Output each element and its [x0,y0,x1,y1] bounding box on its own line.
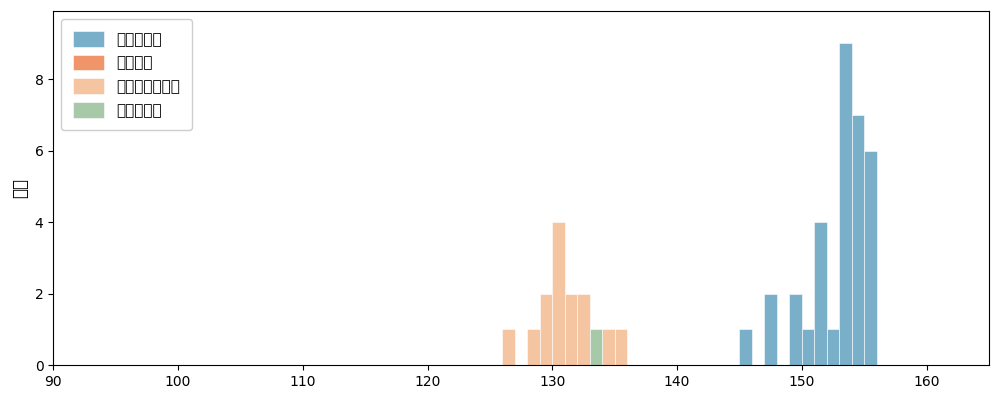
Bar [764,294,777,365]
Bar [789,294,802,365]
Legend: ストレート, フォーク, チェンジアップ, スライダー: ストレート, フォーク, チェンジアップ, スライダー [61,19,192,130]
Bar [527,330,540,365]
Bar [552,222,565,365]
Bar [827,330,839,365]
Bar [802,330,814,365]
Y-axis label: 球数: 球数 [11,178,29,198]
Bar [590,330,602,365]
Bar [739,330,752,365]
Bar [577,294,590,365]
Bar [852,115,864,365]
Bar [814,222,827,365]
Bar [839,43,852,365]
Bar [615,330,627,365]
Bar [864,150,877,365]
Bar [540,294,552,365]
Bar [565,294,577,365]
Bar [602,330,615,365]
Bar [502,330,515,365]
